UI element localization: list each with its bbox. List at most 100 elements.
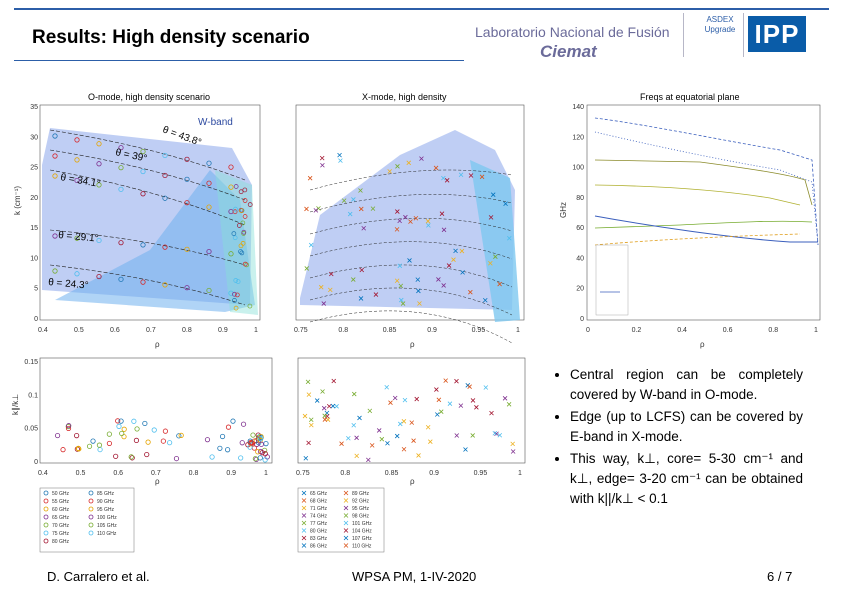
low-xmode-cross	[320, 389, 325, 394]
freq-ytick: 40	[576, 255, 584, 262]
ciemat-logo: Ciemat	[540, 42, 597, 61]
freq-ytick: 120	[572, 134, 584, 141]
low-omode-circle	[96, 442, 103, 448]
low-xmode-cross	[366, 457, 371, 463]
omode-circle	[233, 184, 239, 189]
low-omode-circle	[133, 437, 140, 443]
low-omode-circle	[217, 445, 223, 451]
omode-legend-marker	[43, 530, 49, 536]
omode-legend-label: 55 GHz	[52, 499, 69, 505]
omode-ytick: 0	[34, 316, 38, 323]
low-xmode-cross	[388, 400, 393, 405]
xmode-cross	[397, 218, 402, 224]
omode-legend-label: 65 GHz	[52, 515, 69, 521]
omode-ytick: 25	[30, 165, 38, 172]
low-xmode-cross	[401, 419, 407, 424]
xmode-legend-label: 71 GHz	[310, 506, 327, 512]
xmode-legend-label: 101 GHz	[352, 521, 372, 527]
low-xmode-cross	[510, 449, 516, 454]
xmode-cross	[361, 225, 366, 231]
low-omode-xtick: 0.4	[38, 470, 48, 477]
low-xmode-x-label: ρ	[410, 477, 415, 486]
xmode-cross	[497, 281, 502, 287]
omode-circle	[233, 305, 239, 311]
omode-circle	[241, 229, 247, 235]
low-xmode-cross	[411, 438, 416, 443]
xmode-xtick: 0.85	[383, 327, 397, 334]
xmode-legend-label: 110 GHz	[352, 544, 372, 550]
xmode-cross	[358, 188, 363, 193]
low-xmode-cross	[463, 447, 468, 452]
xmode-legend-marker	[343, 505, 349, 511]
omode-circle	[232, 298, 237, 303]
freq-ytick: 80	[576, 195, 584, 202]
low-omode-circle	[160, 438, 166, 444]
xmode-legend-marker	[301, 490, 307, 496]
omode-circle	[52, 153, 58, 159]
omode-circle	[140, 242, 146, 248]
xmode-cross	[328, 271, 334, 277]
low-omode-xticks: 0.4 0.5 0.6 0.7 0.8 0.9 1	[38, 470, 268, 477]
xmode-legend-label: 74 GHz	[310, 514, 327, 520]
xmode-xticks: 0.75 0.8 0.85 0.9 0.95 1	[294, 327, 520, 334]
omode-circle	[96, 237, 102, 244]
xmode-legend-marker	[343, 513, 349, 518]
omode-circle	[74, 235, 80, 241]
low-xmode-cross	[308, 417, 314, 423]
omode-ytick: 35	[30, 104, 38, 111]
omode-circle	[184, 246, 190, 252]
low-xmode-cross	[409, 420, 415, 425]
omode-circle	[52, 233, 58, 239]
omode-xtick: 0.8	[182, 327, 192, 334]
xmode-ray-line	[309, 310, 513, 344]
freq-ytick: 0	[580, 316, 584, 323]
low-omode-yticks: 0 0.05 0.1 0.15	[24, 359, 38, 466]
omode-circle	[206, 204, 212, 210]
low-omode-circle	[258, 433, 264, 440]
xmode-legend-box	[297, 487, 385, 553]
omode-circle	[232, 235, 238, 241]
xmode-title: X-mode, high density	[362, 92, 447, 102]
low-omode-circle	[167, 440, 173, 446]
xmode-xtick: 0.95	[472, 327, 486, 334]
freq-x-label: ρ	[700, 340, 705, 349]
freq-xtick: 0.2	[632, 327, 642, 334]
xmode-cross	[359, 267, 365, 273]
omode-xtick: 1	[254, 327, 258, 334]
xmode-xtick: 0.8	[338, 327, 348, 334]
omode-ray-line	[49, 229, 246, 266]
low-xmode-cross	[447, 401, 453, 406]
omode-ytick: 30	[30, 134, 38, 141]
xmode-legend-marker	[343, 535, 349, 541]
omode-ray-line	[49, 129, 246, 181]
low-xmode-xtick: 0.95	[474, 470, 488, 477]
low-xmode-cross	[306, 392, 312, 397]
omode-yticks: 0 5 10 15 20 25 30 35	[30, 104, 38, 323]
xmode-legend-marker	[343, 498, 349, 503]
bullet-item: Edge (up to LCFS) can be covered by E-ba…	[570, 407, 803, 447]
low-xmode-cross	[379, 436, 385, 442]
xmode-crosses	[304, 152, 512, 306]
freq-ytick: 60	[576, 225, 584, 232]
low-xmode-cross	[384, 384, 390, 390]
xmode-cross	[313, 208, 319, 213]
xmode-ray-line	[309, 264, 513, 288]
omode-legend-label: 60 GHz	[52, 507, 69, 513]
omode-circle	[206, 180, 212, 186]
low-xmode-cross	[506, 402, 512, 407]
low-omode-circle	[106, 431, 112, 437]
omode-circle	[228, 164, 234, 170]
xmode-legend-marker	[301, 543, 307, 548]
omode-legend-marker	[43, 506, 49, 512]
xmode-ray-line	[309, 287, 513, 316]
omode-legend-marker	[88, 490, 94, 496]
xmode-legend-marker	[301, 535, 307, 541]
low-xmode-cross	[454, 378, 459, 384]
xmode-cross	[321, 301, 327, 306]
low-xmode-cross	[401, 446, 407, 452]
low-omode-circle	[173, 455, 180, 462]
omode-circle	[74, 157, 80, 163]
xmode-xtick: 0.9	[427, 327, 437, 334]
low-omode-circle	[90, 438, 96, 444]
